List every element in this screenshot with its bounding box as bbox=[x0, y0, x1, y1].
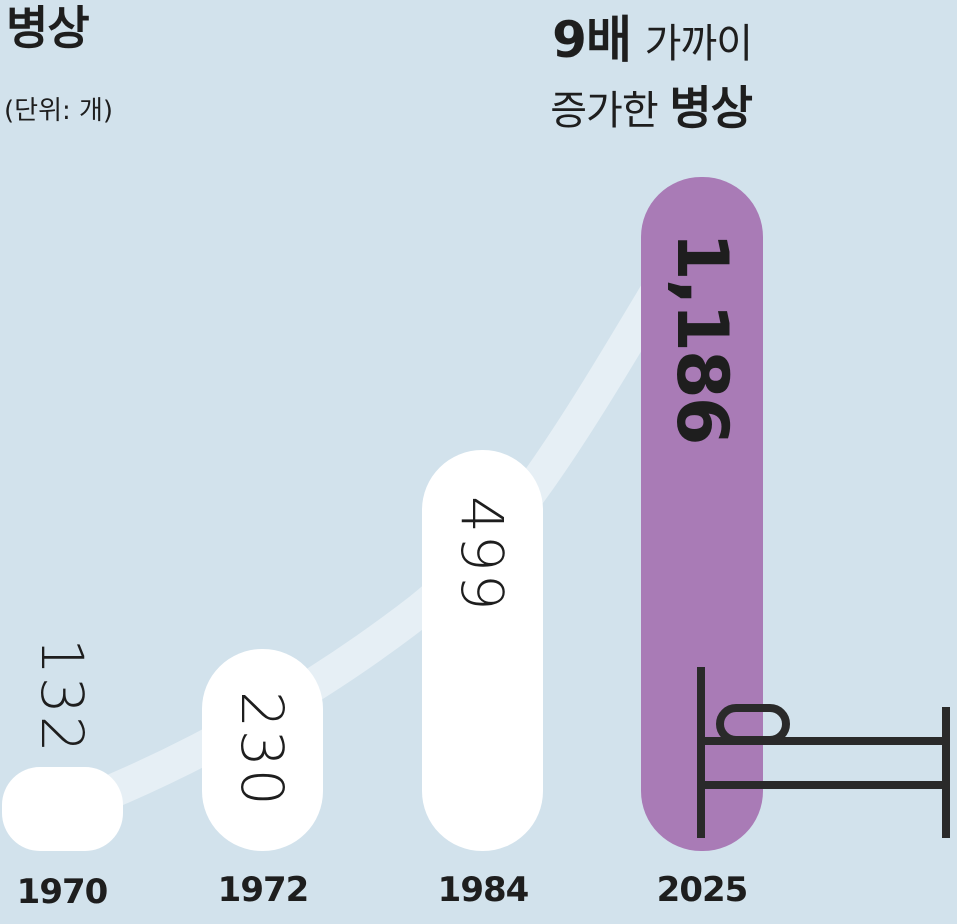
headline-text: 가까이 bbox=[644, 21, 753, 67]
bar-1970 bbox=[2, 767, 123, 851]
bar-value-1970: 132 bbox=[28, 638, 96, 755]
headline-highlight: 병상 bbox=[669, 81, 753, 135]
year-label-1972: 1972 bbox=[217, 870, 310, 910]
headline-line-1: 9배 가까이 bbox=[552, 0, 753, 72]
year-label-1984: 1984 bbox=[437, 870, 530, 910]
bar-value-2025: 1,186 bbox=[661, 232, 743, 444]
headline-multiplier: 9배 bbox=[552, 11, 632, 69]
bar-1972 bbox=[202, 649, 323, 851]
bar-1984 bbox=[422, 450, 543, 851]
headline-text: 증가한 bbox=[550, 88, 658, 134]
unit-label: (단위: 개) bbox=[4, 96, 114, 126]
bar-value-1972: 230 bbox=[228, 691, 296, 808]
year-label-1970: 1970 bbox=[16, 872, 109, 912]
headline-line-2: 증가한 병상 bbox=[550, 72, 753, 138]
year-label-2025: 2025 bbox=[656, 870, 749, 910]
bar-value-1984: 499 bbox=[448, 496, 516, 613]
bed-icon bbox=[697, 667, 950, 838]
chart-title: 병상 bbox=[6, 1, 90, 55]
